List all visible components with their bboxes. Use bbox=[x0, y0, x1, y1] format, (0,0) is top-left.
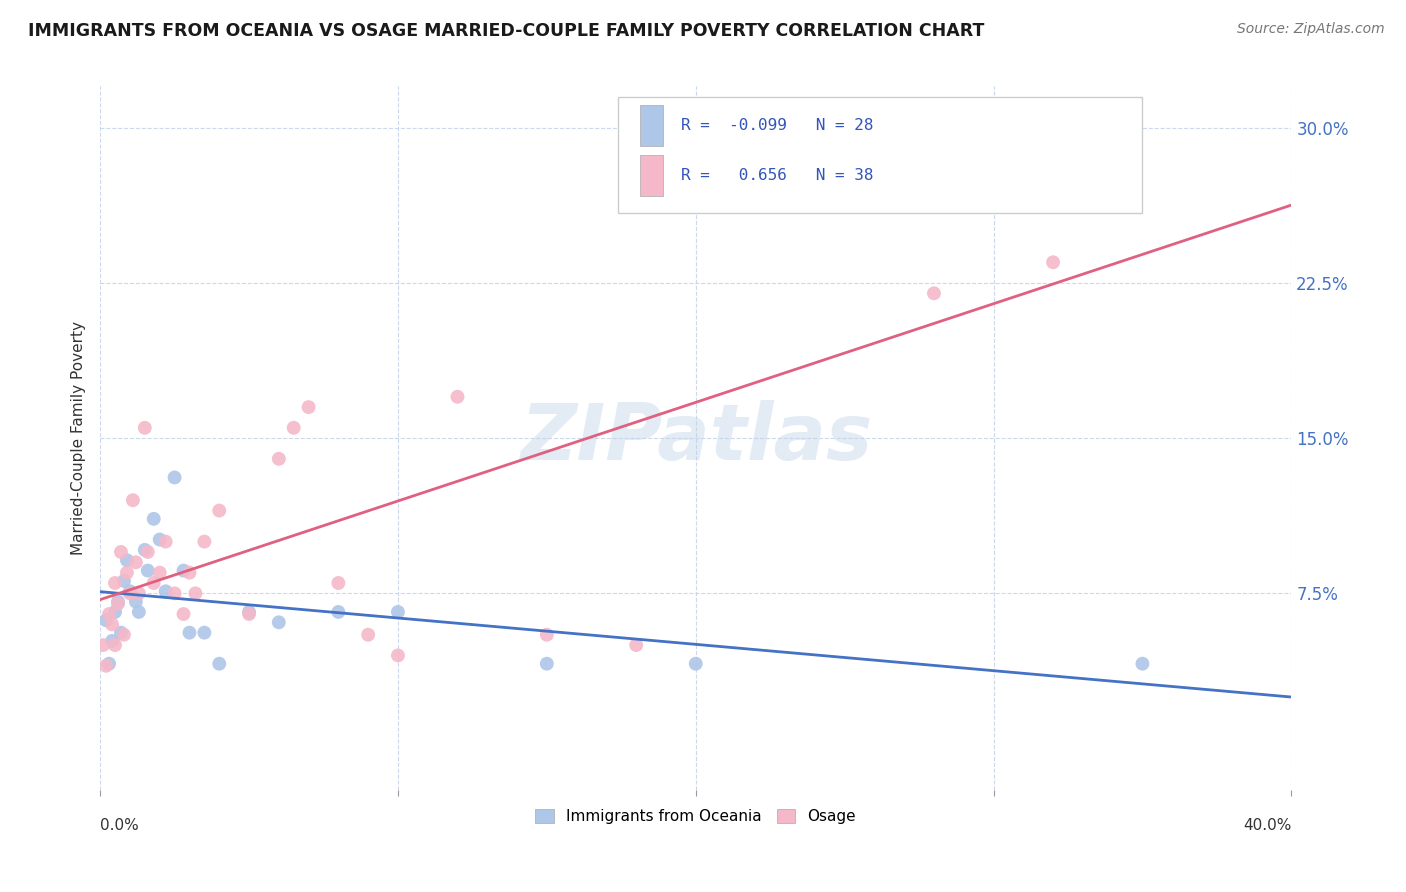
Point bbox=[179, 566, 201, 580]
Point bbox=[163, 586, 186, 600]
Point bbox=[685, 657, 707, 671]
Point bbox=[357, 628, 380, 642]
Point bbox=[104, 576, 127, 591]
Point bbox=[328, 605, 350, 619]
Text: IMMIGRANTS FROM OCEANIA VS OSAGE MARRIED-COUPLE FAMILY POVERTY CORRELATION CHART: IMMIGRANTS FROM OCEANIA VS OSAGE MARRIED… bbox=[28, 22, 984, 40]
Point bbox=[112, 628, 135, 642]
Point bbox=[297, 400, 319, 414]
Point bbox=[184, 586, 207, 600]
Point bbox=[101, 634, 124, 648]
Text: ZIPatlas: ZIPatlas bbox=[520, 401, 872, 476]
Point bbox=[267, 615, 290, 630]
Point bbox=[115, 566, 138, 580]
Text: R =   0.656   N = 38: R = 0.656 N = 38 bbox=[681, 168, 873, 183]
Point bbox=[744, 141, 766, 155]
Point bbox=[193, 625, 215, 640]
Point bbox=[536, 657, 558, 671]
Point bbox=[238, 605, 260, 619]
Point bbox=[115, 553, 138, 567]
Point bbox=[149, 566, 172, 580]
Point bbox=[208, 503, 231, 517]
Point bbox=[94, 613, 117, 627]
Point bbox=[128, 605, 150, 619]
Point bbox=[1132, 657, 1154, 671]
Point bbox=[110, 545, 132, 559]
Point bbox=[98, 607, 121, 621]
Point bbox=[922, 286, 945, 301]
Point bbox=[125, 555, 148, 569]
Point bbox=[118, 586, 141, 600]
Point bbox=[149, 533, 172, 547]
Point bbox=[107, 597, 129, 611]
Point bbox=[91, 638, 114, 652]
Point bbox=[283, 421, 305, 435]
FancyBboxPatch shape bbox=[619, 97, 1143, 213]
Legend: Immigrants from Oceania, Osage: Immigrants from Oceania, Osage bbox=[527, 801, 863, 831]
Point bbox=[98, 657, 121, 671]
Point bbox=[446, 390, 468, 404]
Point bbox=[125, 594, 148, 608]
Point bbox=[142, 576, 165, 591]
Point bbox=[163, 470, 186, 484]
Point bbox=[134, 421, 156, 435]
Point bbox=[387, 648, 409, 663]
Bar bbox=[640, 105, 664, 145]
Point bbox=[173, 607, 195, 621]
Point bbox=[193, 534, 215, 549]
Point bbox=[136, 564, 159, 578]
Y-axis label: Married-Couple Family Poverty: Married-Couple Family Poverty bbox=[72, 321, 86, 555]
Point bbox=[536, 628, 558, 642]
Point bbox=[136, 545, 159, 559]
Point bbox=[107, 594, 129, 608]
Point bbox=[179, 625, 201, 640]
Point bbox=[142, 512, 165, 526]
Point bbox=[387, 605, 409, 619]
Point bbox=[173, 564, 195, 578]
Text: R =  -0.099   N = 28: R = -0.099 N = 28 bbox=[681, 118, 873, 133]
Point bbox=[104, 605, 127, 619]
Bar bbox=[640, 155, 664, 195]
Text: Source: ZipAtlas.com: Source: ZipAtlas.com bbox=[1237, 22, 1385, 37]
Point bbox=[267, 451, 290, 466]
Point bbox=[624, 638, 647, 652]
Text: 40.0%: 40.0% bbox=[1243, 818, 1291, 833]
Point bbox=[122, 493, 145, 508]
Point bbox=[128, 586, 150, 600]
Point bbox=[94, 658, 117, 673]
Point bbox=[155, 534, 177, 549]
Point bbox=[208, 657, 231, 671]
Point bbox=[118, 584, 141, 599]
Point bbox=[104, 638, 127, 652]
Point bbox=[134, 542, 156, 557]
Point bbox=[328, 576, 350, 591]
Point bbox=[1042, 255, 1064, 269]
Point bbox=[101, 617, 124, 632]
Point bbox=[238, 607, 260, 621]
Point bbox=[112, 574, 135, 588]
Point bbox=[155, 584, 177, 599]
Text: 0.0%: 0.0% bbox=[100, 818, 139, 833]
Point bbox=[110, 625, 132, 640]
